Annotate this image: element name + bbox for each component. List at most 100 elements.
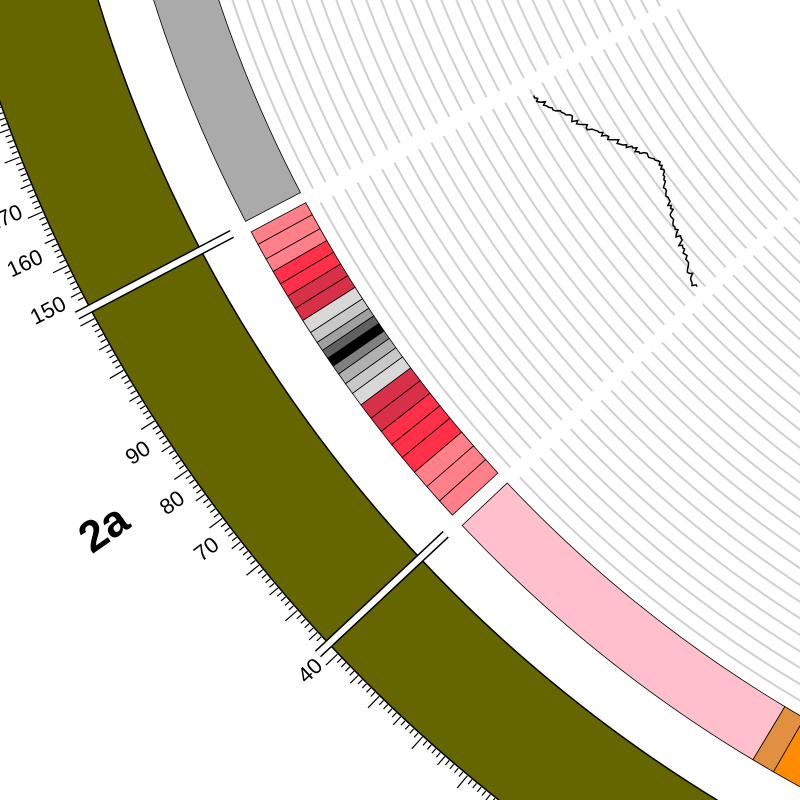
track-grid <box>455 0 500 92</box>
track-grid <box>549 447 800 653</box>
track-grid <box>712 293 800 378</box>
track-grid <box>356 182 543 440</box>
track-grid <box>246 0 327 183</box>
tick <box>129 395 140 403</box>
tick <box>437 756 446 766</box>
tick <box>387 708 393 714</box>
track-grid <box>331 195 522 459</box>
tick <box>0 112 3 115</box>
tick <box>349 670 355 676</box>
track-grid <box>519 476 800 702</box>
tick <box>15 162 22 166</box>
tick-label: 80 <box>155 485 189 520</box>
tick <box>481 790 487 796</box>
tick <box>336 658 342 664</box>
tick <box>64 270 71 275</box>
track-grid <box>418 148 594 392</box>
tick <box>109 369 124 379</box>
tick <box>392 716 402 726</box>
tick <box>172 455 178 460</box>
tick <box>46 232 53 237</box>
tick <box>195 494 206 502</box>
track-grid <box>640 361 800 502</box>
tick <box>304 623 310 629</box>
tick <box>391 712 397 718</box>
track-grid <box>676 8 800 184</box>
track-grid <box>701 303 800 396</box>
tick <box>162 440 168 445</box>
track-grid <box>793 216 800 225</box>
tick <box>7 139 14 144</box>
track-grid <box>344 188 532 450</box>
track-grid <box>430 142 604 383</box>
tick <box>34 205 41 210</box>
cytoband <box>438 458 499 516</box>
tick <box>52 265 68 274</box>
track-grid <box>381 168 563 421</box>
track-grid <box>504 102 666 326</box>
tick <box>492 797 496 800</box>
tick <box>308 632 318 641</box>
tick <box>357 679 363 685</box>
tick <box>72 286 79 291</box>
tick <box>109 354 115 359</box>
tick <box>284 609 298 622</box>
tick <box>458 771 464 777</box>
tick <box>261 573 267 579</box>
tick <box>449 763 455 770</box>
tick <box>152 425 159 430</box>
tick <box>224 527 230 532</box>
tick <box>231 541 241 550</box>
tick <box>115 364 121 369</box>
track-grid <box>664 15 799 202</box>
tick <box>400 720 406 726</box>
tick <box>340 662 347 668</box>
tick <box>220 522 227 528</box>
tick <box>316 636 322 642</box>
track-grid <box>319 202 512 469</box>
tick <box>453 767 459 774</box>
track-grid <box>722 283 800 359</box>
tick <box>97 333 104 338</box>
track-grid <box>620 380 800 536</box>
cytoband <box>153 0 302 222</box>
tick <box>51 243 58 248</box>
track-grid <box>275 0 352 170</box>
tick <box>27 211 43 219</box>
tick <box>69 281 76 285</box>
tick <box>130 390 137 395</box>
track-grid <box>261 0 339 177</box>
tick <box>238 546 245 551</box>
tick <box>485 794 491 800</box>
tick <box>325 653 338 666</box>
track-grid <box>380 0 438 124</box>
tick <box>0 106 1 109</box>
tick <box>39 216 46 221</box>
tick <box>127 385 133 390</box>
ideogram-label: 2a <box>70 494 139 562</box>
tick <box>11 151 18 155</box>
track-grid <box>395 0 451 118</box>
track-grid <box>410 0 463 111</box>
tick <box>27 189 34 193</box>
tick <box>9 145 16 149</box>
track-grid <box>305 0 376 157</box>
tick <box>4 156 20 164</box>
track-grid <box>470 0 513 85</box>
track-grid <box>528 88 686 307</box>
tick <box>269 587 279 596</box>
tick <box>288 605 294 611</box>
track-grid <box>335 0 401 144</box>
tick <box>280 596 287 602</box>
tick <box>413 732 419 738</box>
tick <box>227 532 234 537</box>
track-grid <box>580 418 800 603</box>
tick <box>22 178 29 182</box>
tick <box>124 380 130 385</box>
tick <box>426 744 432 750</box>
tick <box>155 430 162 435</box>
tick-label: 90 <box>121 435 155 469</box>
tick <box>206 503 213 509</box>
